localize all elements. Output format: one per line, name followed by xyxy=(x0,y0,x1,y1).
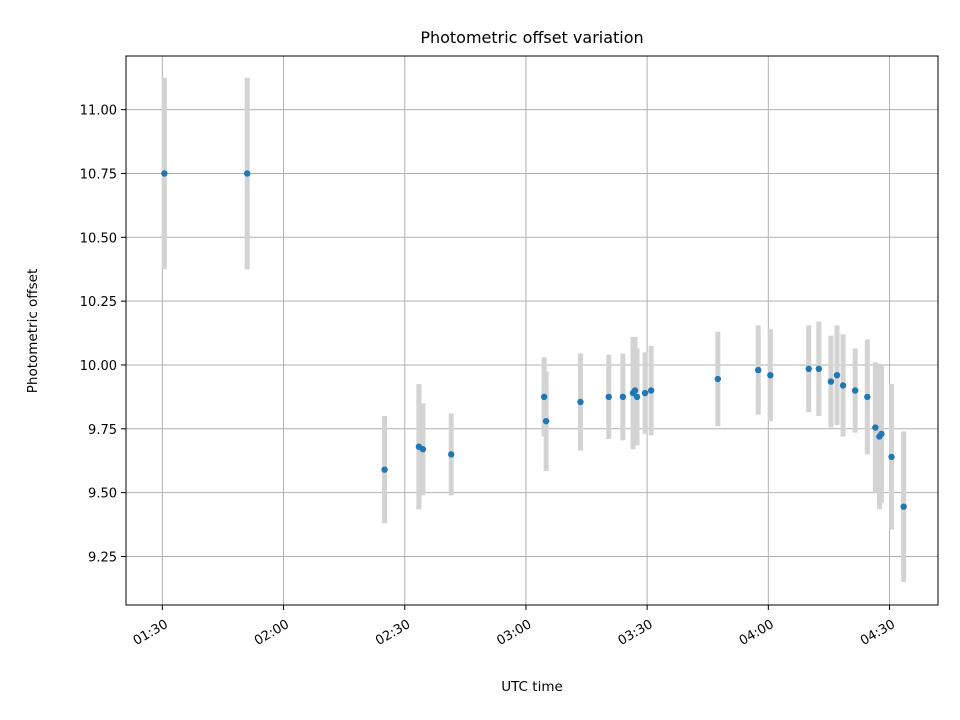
axis-ticks: 01:30 02:00 02:30 03:00 03:30 04:00 04:309.259… xyxy=(80,104,898,649)
y-tick-label: 9.75 xyxy=(88,423,117,438)
data-point xyxy=(888,453,895,461)
data-point xyxy=(577,398,584,406)
y-tick-label: 11.00 xyxy=(80,104,117,119)
data-point xyxy=(714,375,722,383)
data-point xyxy=(815,365,823,373)
data-point xyxy=(839,382,847,389)
data-point xyxy=(833,371,841,379)
data-point xyxy=(633,393,641,401)
data-point xyxy=(542,417,550,425)
data-point xyxy=(605,393,612,401)
y-tick-label: 9.25 xyxy=(88,550,117,565)
data-point xyxy=(381,466,388,473)
data-point xyxy=(161,170,168,177)
data-point xyxy=(619,393,627,401)
data-point xyxy=(900,503,907,510)
data-point xyxy=(631,387,639,394)
data-point xyxy=(647,387,655,394)
data-point xyxy=(805,365,812,373)
data-point xyxy=(419,446,427,453)
y-tick-label: 10.75 xyxy=(80,167,117,182)
data-point xyxy=(448,451,455,458)
y-tick-label: 10.50 xyxy=(80,231,117,246)
y-tick-label: 9.50 xyxy=(88,487,117,502)
data-point xyxy=(755,366,762,374)
data-point xyxy=(641,389,649,397)
data-point xyxy=(878,430,885,438)
x-axis-label: UTC time xyxy=(501,679,563,695)
y-tick-label: 10.25 xyxy=(80,295,117,310)
y-tick-label: 10.00 xyxy=(80,359,117,374)
chart-title: Photometric offset variation xyxy=(420,28,643,47)
data-point xyxy=(872,424,879,431)
data-point xyxy=(243,170,251,177)
plot-frame xyxy=(125,55,939,606)
data-points xyxy=(161,170,907,510)
y-axis-label: Photometric offset xyxy=(25,269,41,393)
data-point xyxy=(827,378,835,385)
data-point xyxy=(767,371,774,379)
data-point xyxy=(540,393,548,401)
data-point xyxy=(851,387,859,394)
data-point xyxy=(864,393,871,401)
